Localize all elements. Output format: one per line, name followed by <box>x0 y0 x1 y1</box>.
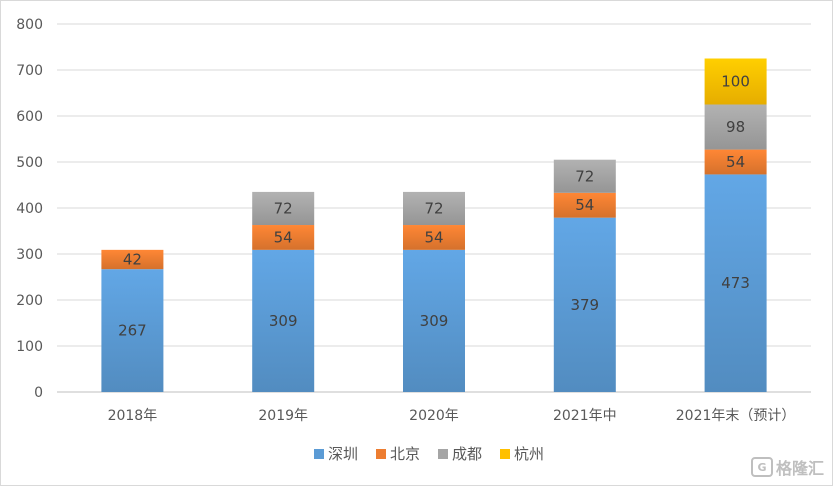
bar-segment <box>553 217 616 392</box>
data-label: 72 <box>575 167 594 185</box>
data-label: 309 <box>269 312 298 330</box>
watermark-text: 格隆汇 <box>775 459 824 478</box>
g-logo-icon: G <box>750 457 773 477</box>
data-label: 267 <box>118 322 147 340</box>
bar-segment <box>101 249 164 270</box>
x-tick-label: 2019年 <box>258 408 308 424</box>
y-tick-label: 800 <box>16 17 43 33</box>
data-label: 379 <box>570 296 599 314</box>
y-tick-label: 700 <box>16 63 43 79</box>
x-tick-label: 2020年 <box>409 408 459 424</box>
bar-segment <box>101 269 164 392</box>
data-label: 42 <box>123 251 142 269</box>
bar-segment <box>403 225 465 250</box>
data-label: 98 <box>726 118 745 136</box>
data-label: 72 <box>274 199 293 217</box>
bar-segment <box>403 191 465 226</box>
y-tick-label: 200 <box>16 293 43 309</box>
x-tick-label: 2021年中 <box>553 408 617 424</box>
data-label: 54 <box>726 153 745 171</box>
data-label: 72 <box>424 199 443 217</box>
data-label: 54 <box>424 228 443 246</box>
watermark: G 格隆汇 <box>750 455 824 479</box>
bar-segment <box>704 174 767 392</box>
legend-swatch <box>500 449 510 459</box>
data-label: 473 <box>721 274 750 292</box>
y-tick-label: 0 <box>34 385 43 401</box>
legend-swatch <box>376 449 386 459</box>
y-tick-label: 100 <box>16 339 43 355</box>
legend-label: 成都 <box>452 445 482 463</box>
bar-segment <box>553 159 616 193</box>
y-tick-label: 400 <box>16 201 43 217</box>
y-tick-label: 300 <box>16 247 43 263</box>
legend-swatch <box>314 449 324 459</box>
y-tick-label: 500 <box>16 155 43 171</box>
y-tick-label: 600 <box>16 109 43 125</box>
bar-segment <box>553 192 616 218</box>
legend-swatch <box>438 449 448 459</box>
bar-segment <box>252 225 315 250</box>
data-label: 54 <box>274 228 293 246</box>
bar-segment <box>403 249 465 392</box>
data-label: 100 <box>721 73 750 91</box>
bar-segment <box>704 149 767 175</box>
legend-label: 北京 <box>390 445 420 463</box>
bar-segment <box>704 58 767 105</box>
bar-segment <box>704 104 767 150</box>
data-label: 54 <box>575 196 594 214</box>
bar-segment <box>252 191 315 226</box>
x-tick-label: 2021年末（预计） <box>676 408 796 424</box>
data-label: 309 <box>420 312 449 330</box>
bar-segment <box>252 249 315 392</box>
legend-label: 深圳 <box>328 445 358 463</box>
legend-label: 杭州 <box>514 445 544 463</box>
x-tick-label: 2018年 <box>108 408 158 424</box>
